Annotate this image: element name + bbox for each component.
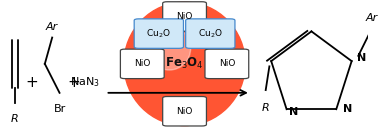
Text: NiO: NiO [134,59,150,68]
FancyBboxPatch shape [163,97,206,126]
Text: Fe$_3$O$_4$: Fe$_3$O$_4$ [165,56,204,71]
Text: Ar: Ar [46,22,58,32]
Text: 50 ºC: 50 ºC [164,111,193,122]
Text: Cu$_2$O: Cu$_2$O [198,27,223,40]
Text: +: + [26,75,38,90]
Text: N: N [289,107,299,117]
Text: NaN$_3$: NaN$_3$ [70,75,100,89]
Text: +: + [68,75,81,90]
FancyBboxPatch shape [121,49,164,79]
Text: NiO: NiO [177,107,193,116]
FancyBboxPatch shape [186,19,235,48]
FancyBboxPatch shape [163,2,206,31]
Text: N: N [343,104,352,114]
Ellipse shape [148,27,191,70]
Ellipse shape [124,2,245,126]
Text: N: N [357,53,367,63]
Text: NiO: NiO [177,12,193,21]
Text: Ar: Ar [366,13,378,23]
Text: NiO: NiO [218,59,235,68]
Text: R: R [262,103,270,113]
Text: Cu$_2$O: Cu$_2$O [146,27,171,40]
Text: Br: Br [53,104,66,114]
FancyBboxPatch shape [134,19,183,48]
Text: R: R [11,114,19,124]
FancyBboxPatch shape [205,49,249,79]
